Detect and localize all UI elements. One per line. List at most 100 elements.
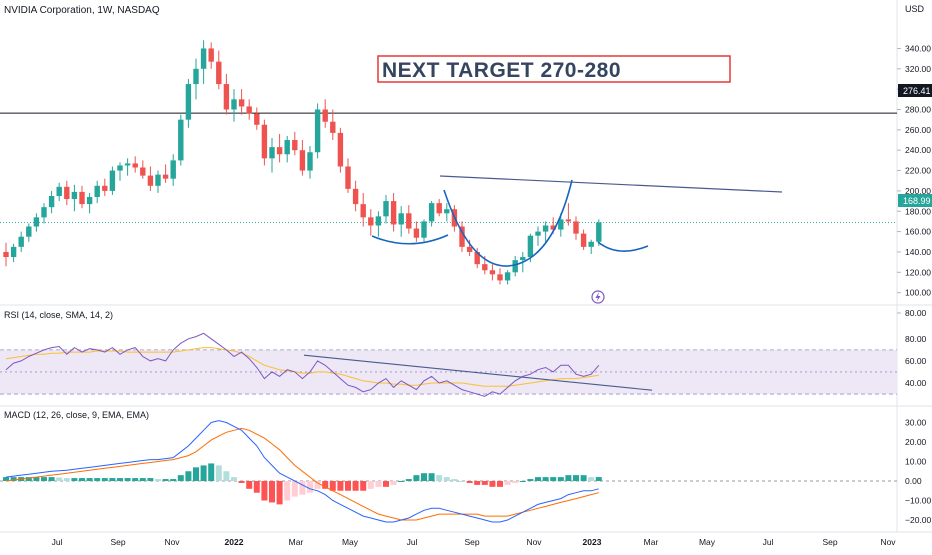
candle-body[interactable] [413,228,420,238]
candle-body[interactable] [292,140,298,151]
candle-body[interactable] [558,219,564,230]
candle-body[interactable] [178,119,184,161]
price-pane[interactable] [0,40,897,285]
candle-body[interactable] [200,48,207,69]
candle-body[interactable] [512,260,518,273]
rsi-pane[interactable] [0,332,897,397]
candle-body[interactable] [269,147,275,159]
candle-body[interactable] [550,225,556,230]
candle-body[interactable] [48,195,55,208]
candle-body[interactable] [375,216,382,226]
candle-body[interactable] [56,186,62,196]
target-annotation-box[interactable] [377,55,731,83]
candle-body[interactable] [140,167,146,176]
symbol-title[interactable]: NVIDIA Corporation, 1W, NASDAQ [4,5,160,16]
candle-body[interactable] [284,140,290,155]
candle-body[interactable] [535,231,541,236]
candle-body[interactable] [124,163,131,166]
candle-body[interactable] [185,84,192,120]
right-shoulder-curve[interactable] [597,241,649,252]
candle-body[interactable] [368,217,374,226]
macd-title[interactable]: MACD (12, 26, close, 9, EMA, EMA) [4,410,149,420]
macd-histogram-bar [215,465,222,481]
candle-body[interactable] [109,170,116,191]
candle-body[interactable] [155,174,161,186]
candle-body[interactable] [71,191,78,200]
candle-body[interactable] [421,221,427,238]
candle-body[interactable] [352,188,359,205]
left-shoulder-curve[interactable] [371,234,449,245]
candle-body[interactable] [33,217,40,227]
candle-body[interactable] [497,274,503,281]
candle-body[interactable] [330,121,336,133]
target-annotation-text[interactable]: NEXT TARGET 270-280 [382,59,621,82]
candle-body[interactable] [238,99,245,107]
candle-body[interactable] [132,163,138,168]
cup-curve[interactable] [443,179,573,267]
candle-body[interactable] [588,241,594,247]
candle-body[interactable] [345,166,351,189]
macd-histogram-bar [527,479,534,481]
rsi-ma-line[interactable] [5,347,599,387]
candle-body[interactable] [3,251,9,258]
candle-body[interactable] [246,106,252,114]
candle-body[interactable] [26,226,32,237]
candle-body[interactable] [162,174,169,179]
candle-body[interactable] [542,225,549,232]
candle-body[interactable] [10,246,17,258]
candle-body[interactable] [86,197,93,205]
candle-body[interactable] [398,213,404,225]
candle-body[interactable] [261,124,268,159]
rsi-trendline[interactable] [303,354,653,391]
candle-body[interactable] [117,165,123,171]
candle-body[interactable] [428,203,435,222]
candle-body[interactable] [64,186,70,200]
candle-body[interactable] [489,270,496,275]
candle-body[interactable] [170,160,176,179]
candle-body[interactable] [254,113,260,125]
macd-signal-line[interactable] [5,427,599,521]
candle-body[interactable] [41,207,47,218]
candle-body[interactable] [504,272,511,281]
candle-body[interactable] [459,226,465,247]
macd-pane[interactable] [0,420,897,523]
candle-body[interactable] [337,132,344,167]
candle-body[interactable] [565,219,572,222]
candle-body[interactable] [307,152,313,171]
candle-body[interactable] [102,185,108,191]
candle-body[interactable] [299,150,306,171]
candle-body[interactable] [276,147,283,155]
macd-histogram-bar [512,481,519,483]
candle-body[interactable] [436,203,442,214]
candle-body[interactable] [444,209,450,214]
candle-body[interactable] [383,201,389,217]
candle-body[interactable] [474,251,480,265]
candle-body[interactable] [18,236,24,247]
candle-body[interactable] [79,191,85,205]
candle-body[interactable] [482,264,488,271]
candle-body[interactable] [223,84,230,110]
rsi-line[interactable] [5,332,600,397]
rsi-title[interactable]: RSI (14, close, SMA, 14, 2) [4,310,113,320]
candle-body[interactable] [390,201,397,225]
neckline-trendline[interactable] [439,175,783,193]
candle-body[interactable] [94,185,100,198]
candle-body[interactable] [231,99,237,110]
candle-body[interactable] [208,48,214,62]
candle-body[interactable] [322,109,328,122]
macd-line[interactable] [5,420,599,523]
candle-body[interactable] [580,233,587,247]
candle-body[interactable] [466,246,473,252]
candle-body[interactable] [314,109,321,153]
candle-body[interactable] [193,68,199,85]
candle-body[interactable] [596,222,602,242]
candle-body[interactable] [406,213,412,229]
candle-body[interactable] [360,204,366,218]
candle-body[interactable] [216,61,222,85]
candle-body[interactable] [527,235,534,258]
candle-body[interactable] [573,221,579,234]
candle-body[interactable] [147,175,154,186]
candle-body[interactable] [520,257,526,261]
event-lightning-icon[interactable] [591,290,605,304]
